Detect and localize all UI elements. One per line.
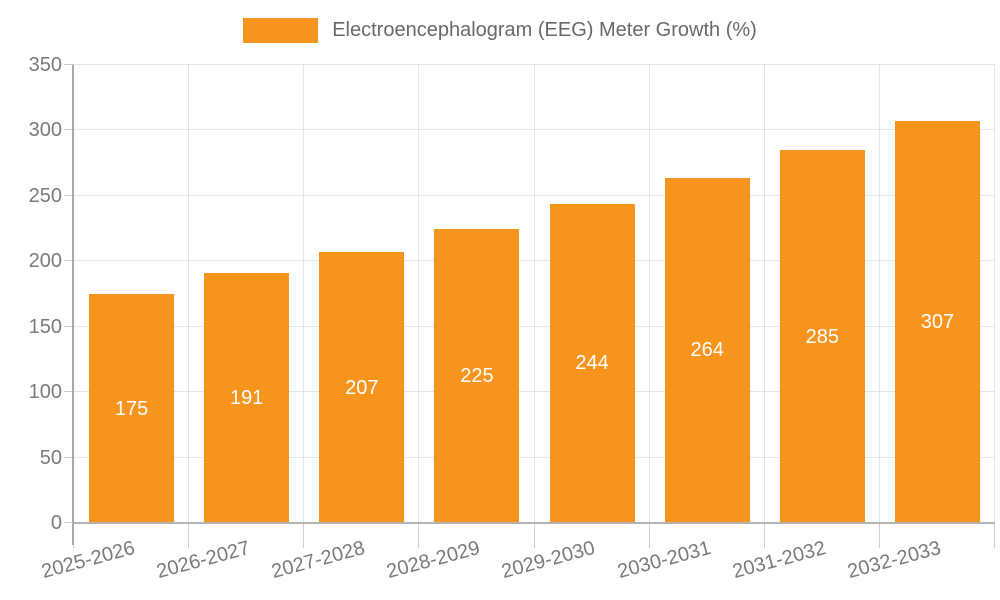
x-axis-label: 2032-2033: [845, 537, 944, 584]
gridline-vertical: [878, 65, 880, 523]
legend-label: Electroencephalogram (EEG) Meter Growth …: [332, 18, 757, 41]
y-axis-tick: [64, 325, 74, 327]
gridline-horizontal: [74, 325, 995, 327]
gridline-vertical: [188, 65, 190, 523]
gridline-vertical: [994, 65, 995, 523]
gridline-vertical: [418, 65, 420, 523]
x-axis-tick: [878, 524, 880, 548]
x-axis-tick: [188, 524, 190, 548]
x-axis-line: [72, 522, 995, 524]
y-tick-label: 200: [28, 250, 62, 273]
gridline-horizontal: [74, 129, 995, 131]
legend-swatch: [243, 17, 319, 43]
x-axis-tick: [763, 524, 765, 548]
y-axis-tick: [64, 64, 74, 65]
y-axis-tick: [64, 456, 74, 458]
x-axis-tick: [994, 524, 995, 548]
bar[interactable]: [549, 203, 635, 522]
bar[interactable]: [434, 228, 520, 522]
gridline-vertical: [533, 65, 535, 523]
bar-value-label: 307: [920, 311, 955, 334]
bar-value-label: 285: [805, 325, 839, 348]
x-axis-label: 2026-2027: [154, 537, 253, 584]
gridline-horizontal: [74, 260, 995, 262]
gridline-horizontal: [74, 391, 995, 393]
bar[interactable]: [89, 294, 175, 522]
bar-value-label: 191: [230, 387, 264, 410]
bar[interactable]: [664, 177, 750, 522]
y-tick-label: 250: [28, 184, 62, 207]
gridline-horizontal: [74, 456, 995, 458]
y-tick-label: 100: [28, 381, 62, 404]
y-tick-label: 150: [28, 315, 62, 338]
y-tick-label: 50: [39, 446, 62, 469]
gridline-horizontal: [74, 64, 995, 65]
x-axis-label: 2028-2029: [384, 537, 483, 584]
y-axis-tick: [64, 391, 74, 393]
y-axis-tick: [64, 129, 74, 131]
bar[interactable]: [204, 273, 290, 522]
y-axis-tick: [64, 194, 74, 196]
gridline-horizontal: [74, 194, 995, 196]
x-axis-tick: [303, 524, 305, 548]
x-axis-tick: [533, 524, 535, 548]
bar[interactable]: [319, 252, 405, 522]
bar-value-label: 207: [345, 376, 379, 399]
legend[interactable]: Electroencephalogram (EEG) Meter Growth …: [0, 14, 1000, 46]
bar[interactable]: [779, 150, 865, 522]
x-axis-label: 2029-2030: [499, 537, 598, 584]
gridline-vertical: [648, 65, 650, 523]
gridline-vertical: [763, 65, 765, 523]
x-axis-label: 2031-2032: [729, 537, 829, 584]
y-axis-tick: [64, 260, 74, 262]
y-tick-label: 0: [50, 512, 62, 534]
bar-value-label: 264: [690, 339, 724, 362]
bar-value-label: 175: [114, 397, 149, 420]
y-axis-tick: [64, 522, 74, 523]
bar[interactable]: [894, 121, 980, 522]
x-axis-tick: [648, 524, 650, 548]
y-tick-label: 350: [28, 54, 62, 76]
bar-value-label: 244: [575, 352, 609, 375]
x-axis-label: 2030-2031: [614, 537, 713, 584]
x-axis-tick: [418, 524, 420, 548]
gridline-vertical: [303, 65, 305, 523]
x-axis-label: 2025-2026: [39, 537, 138, 584]
y-tick-label: 300: [28, 119, 62, 142]
y-axis-line: [72, 65, 74, 545]
bar-value-label: 225: [460, 364, 494, 387]
x-axis-label: 2027-2028: [269, 537, 368, 584]
